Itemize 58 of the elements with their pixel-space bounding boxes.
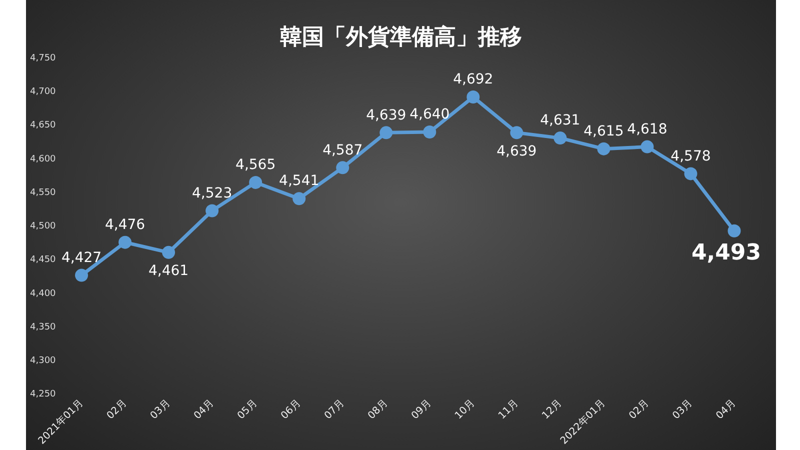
data-label: 4,565 [236, 157, 276, 174]
point [118, 236, 132, 249]
point [380, 126, 393, 140]
data-label: 4,578 [670, 148, 711, 164]
point [684, 167, 698, 180]
x-tick-label: 09月 [410, 398, 434, 422]
point [510, 126, 524, 140]
point [423, 126, 436, 139]
point [597, 142, 610, 156]
point [249, 176, 262, 189]
y-tick-label: 4,450 [30, 255, 56, 266]
y-tick-label: 4,650 [30, 120, 56, 131]
y-tick-label: 4,350 [30, 322, 56, 332]
data-label: 4,631 [540, 112, 580, 129]
point [336, 161, 350, 174]
x-tick-label: 02月 [105, 398, 129, 422]
x-tick-label: 02月 [627, 398, 652, 422]
data-label: 4,639 [366, 107, 406, 124]
x-tick-label: 06月 [279, 398, 304, 422]
y-tick-label: 4,550 [30, 188, 56, 198]
x-tick-label: 11月 [496, 398, 521, 422]
y-tick-label: 4,300 [30, 356, 56, 366]
y-tick-label: 4,700 [30, 86, 56, 97]
x-tick-label: 03月 [148, 398, 173, 422]
chart-title: 韓国「外貨準備高」推移 [279, 24, 523, 52]
point [554, 132, 567, 145]
data-label: 4,541 [279, 173, 320, 190]
data-label: 4,476 [104, 216, 146, 233]
x-tick-label: 03月 [670, 398, 695, 422]
point [292, 192, 306, 206]
y-tick-label: 4,250 [30, 390, 56, 400]
x-tick-label: 04月 [192, 398, 216, 422]
y-tick-label: 4,500 [30, 222, 56, 232]
data-label: 4,461 [148, 263, 189, 280]
x-tick-label: 05月 [236, 398, 260, 422]
data-label: 4,692 [453, 72, 494, 88]
y-tick-label: 4,400 [30, 288, 56, 299]
x-tick-label: 10月 [453, 398, 478, 422]
data-label: 4,587 [322, 142, 363, 158]
point [728, 224, 741, 238]
x-tick-label: 12月 [540, 398, 564, 422]
data-label: 4,615 [584, 123, 624, 140]
point [466, 90, 480, 104]
data-label: 4,618 [627, 121, 668, 138]
y-tick-label: 4,600 [30, 154, 56, 164]
point [206, 204, 219, 218]
x-tick-label: 08月 [366, 398, 390, 422]
point [75, 268, 88, 282]
data-label: 4,523 [192, 185, 232, 202]
point [640, 140, 654, 154]
x-tick-label: 04月 [714, 398, 738, 422]
data-label: 4,639 [496, 143, 537, 160]
point [162, 246, 176, 259]
x-tick-label: 07月 [322, 398, 347, 422]
data-label: 4,427 [61, 250, 102, 266]
data-label: 4,640 [410, 106, 450, 123]
y-tick-label: 4,750 [30, 53, 56, 64]
data-label: 4,493 [691, 240, 762, 266]
